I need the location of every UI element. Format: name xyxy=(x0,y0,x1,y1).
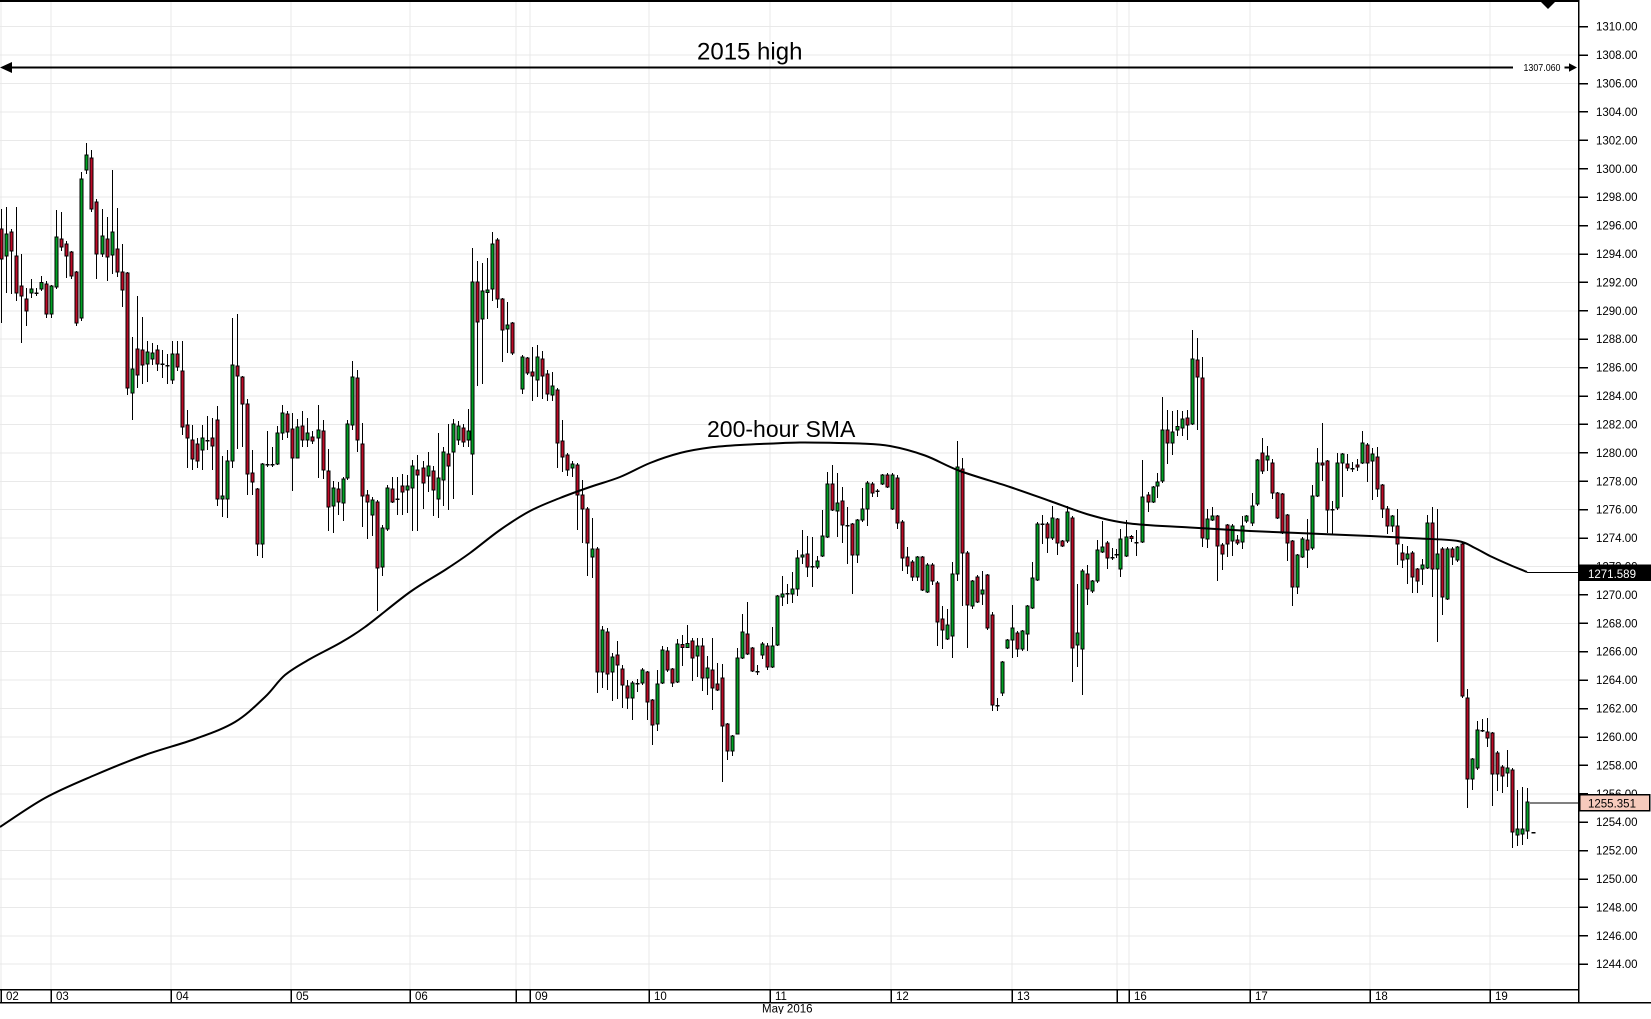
svg-text:1300.00: 1300.00 xyxy=(1596,164,1638,176)
svg-text:1246.00: 1246.00 xyxy=(1596,931,1638,943)
svg-text:18: 18 xyxy=(1375,991,1388,1003)
svg-text:02: 02 xyxy=(6,991,19,1003)
svg-text:1271.589: 1271.589 xyxy=(1588,569,1636,581)
svg-text:1255.351: 1255.351 xyxy=(1588,799,1636,811)
svg-text:200-hour SMA: 200-hour SMA xyxy=(707,416,856,442)
svg-text:11: 11 xyxy=(775,991,787,1003)
svg-text:04: 04 xyxy=(176,991,189,1003)
svg-text:1304.00: 1304.00 xyxy=(1596,107,1638,119)
svg-text:1302.00: 1302.00 xyxy=(1596,135,1638,147)
svg-text:10: 10 xyxy=(654,991,667,1003)
svg-text:1310.00: 1310.00 xyxy=(1596,22,1638,34)
svg-text:1260.00: 1260.00 xyxy=(1596,732,1638,744)
svg-text:1276.00: 1276.00 xyxy=(1596,505,1638,517)
svg-text:1294.00: 1294.00 xyxy=(1596,249,1638,261)
svg-text:1266.00: 1266.00 xyxy=(1596,647,1638,659)
svg-text:2015 high: 2015 high xyxy=(697,39,802,66)
svg-text:05: 05 xyxy=(296,991,309,1003)
svg-text:1244.00: 1244.00 xyxy=(1596,959,1638,971)
svg-text:May 2016: May 2016 xyxy=(762,1004,813,1015)
svg-text:1264.00: 1264.00 xyxy=(1596,675,1638,687)
svg-text:1292.00: 1292.00 xyxy=(1596,277,1638,289)
svg-text:1262.00: 1262.00 xyxy=(1596,704,1638,716)
svg-text:1250.00: 1250.00 xyxy=(1596,874,1638,886)
svg-text:16: 16 xyxy=(1134,991,1147,1003)
svg-text:03: 03 xyxy=(56,991,69,1003)
svg-text:1290.00: 1290.00 xyxy=(1596,306,1638,318)
svg-text:1288.00: 1288.00 xyxy=(1596,334,1638,346)
svg-text:1307.060: 1307.060 xyxy=(1524,63,1561,74)
svg-text:1284.00: 1284.00 xyxy=(1596,391,1638,403)
svg-text:1306.00: 1306.00 xyxy=(1596,79,1638,91)
svg-text:1258.00: 1258.00 xyxy=(1596,760,1638,772)
svg-text:12: 12 xyxy=(896,991,909,1003)
svg-text:1278.00: 1278.00 xyxy=(1596,476,1638,488)
svg-text:1252.00: 1252.00 xyxy=(1596,846,1638,858)
svg-text:06: 06 xyxy=(415,991,428,1003)
svg-text:1274.00: 1274.00 xyxy=(1596,533,1638,545)
svg-text:13: 13 xyxy=(1017,991,1030,1003)
svg-text:1280.00: 1280.00 xyxy=(1596,448,1638,460)
svg-text:1308.00: 1308.00 xyxy=(1596,50,1638,62)
svg-text:1296.00: 1296.00 xyxy=(1596,221,1638,233)
svg-text:19: 19 xyxy=(1495,991,1508,1003)
svg-text:17: 17 xyxy=(1255,991,1268,1003)
svg-text:1298.00: 1298.00 xyxy=(1596,192,1638,204)
svg-text:1270.00: 1270.00 xyxy=(1596,590,1638,602)
svg-text:09: 09 xyxy=(535,991,548,1003)
svg-text:1248.00: 1248.00 xyxy=(1596,902,1638,914)
svg-text:1254.00: 1254.00 xyxy=(1596,817,1638,829)
svg-text:1268.00: 1268.00 xyxy=(1596,618,1638,630)
svg-text:1282.00: 1282.00 xyxy=(1596,419,1638,431)
svg-text:1286.00: 1286.00 xyxy=(1596,363,1638,375)
